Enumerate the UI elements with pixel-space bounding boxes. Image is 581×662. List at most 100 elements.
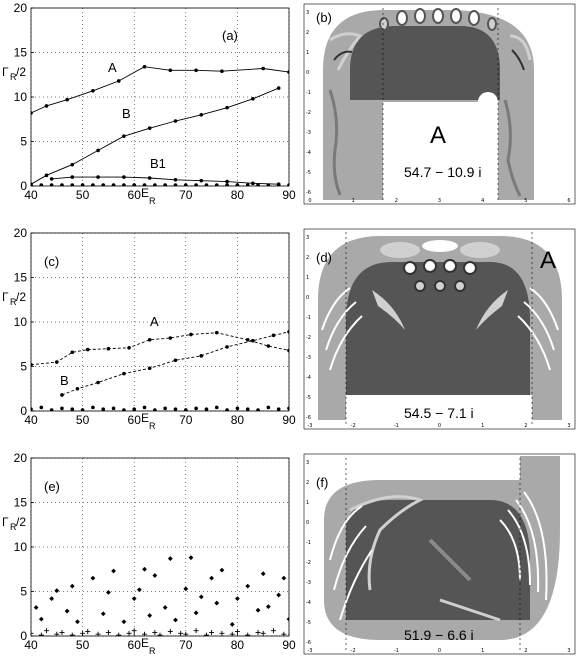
svg-text:Γ: Γ <box>2 65 9 79</box>
y-tick-label: 0 <box>20 629 27 643</box>
data-point <box>147 126 152 130</box>
data-point <box>214 330 219 335</box>
map-y-tick-label: -4 <box>306 600 311 606</box>
panel-d-label: (d) <box>316 250 332 265</box>
data-point <box>31 183 33 186</box>
data-point <box>168 68 173 73</box>
data-point <box>147 338 152 342</box>
series-line-A <box>31 332 289 366</box>
map-x-tick-label: -3 <box>308 423 313 429</box>
data-point <box>245 338 250 342</box>
map-x-tick-label: 1 <box>352 198 355 204</box>
x-tick-label: 60 <box>128 413 142 427</box>
x-tick-label: 70 <box>179 188 193 202</box>
x-tick-label: 40 <box>24 413 38 427</box>
svg-text:R: R <box>10 297 17 307</box>
data-point <box>147 613 153 618</box>
data-point <box>111 568 116 574</box>
data-point <box>65 97 69 102</box>
data-point <box>116 632 122 636</box>
map-y-tick-label: 3 <box>306 10 309 16</box>
data-point <box>203 632 209 636</box>
map-x-tick-label: -1 <box>394 648 399 654</box>
map-y-tick-label: 2 <box>306 30 309 36</box>
data-point <box>260 630 266 636</box>
data-point <box>168 336 173 340</box>
x-tick-label: 80 <box>231 638 245 652</box>
data-point <box>220 69 224 73</box>
map-x-tick-label: -2 <box>351 648 356 654</box>
map-b-ticks: 0 1 2 3 4 5 6 3 2 1 0 -1 -2 -3 -4 -5 -6 <box>306 10 571 204</box>
map-x-tick-label: 3 <box>438 198 441 204</box>
data-point <box>256 408 260 411</box>
data-point <box>225 105 229 110</box>
panel-a-label: (a) <box>222 28 238 43</box>
data-point <box>287 70 289 74</box>
data-point <box>266 344 271 348</box>
data-point <box>122 408 126 411</box>
data-point <box>173 177 178 182</box>
x-tick-label: 60 <box>128 188 142 202</box>
data-point <box>287 348 289 353</box>
data-point <box>80 630 86 636</box>
data-point <box>85 347 90 352</box>
map-y-tick-label: -5 <box>306 620 311 626</box>
map-y-tick-label: 1 <box>306 275 309 281</box>
data-point <box>266 405 271 410</box>
data-point <box>131 596 137 602</box>
x-axis-label-e: E R <box>141 636 156 656</box>
map-d-marker: A <box>540 247 556 274</box>
data-point <box>31 362 33 367</box>
map-x-tick-label: -1 <box>394 423 399 429</box>
data-point <box>225 345 229 349</box>
data-point <box>91 405 95 410</box>
data-point <box>229 622 235 627</box>
data-point <box>209 629 215 635</box>
y-axis-label-e: Γ R /2 <box>2 515 26 532</box>
data-point <box>132 407 136 411</box>
data-point <box>80 183 85 186</box>
cell-pattern-d <box>321 240 559 371</box>
data-point <box>199 354 204 358</box>
map-y-tick-label: 2 <box>306 480 309 486</box>
data-point <box>153 183 157 186</box>
map-b-marker: A <box>430 122 446 149</box>
data-point <box>199 113 204 117</box>
chart-panel-a: 40 50 60 70 80 90 0 5 10 15 20 A B B1 <box>14 1 296 202</box>
data-point <box>214 405 219 410</box>
map-y-tick-label: -5 <box>306 395 311 401</box>
data-point <box>122 183 126 186</box>
data-point <box>59 629 65 635</box>
data-point <box>157 632 163 636</box>
map-y-tick-label: -2 <box>306 110 311 116</box>
data-point <box>281 575 287 581</box>
map-y-tick-label: 1 <box>306 50 309 56</box>
map-b-value: 54.7 − 10.9 i <box>404 164 481 180</box>
svg-text:R: R <box>149 196 156 206</box>
data-point <box>49 177 54 181</box>
svg-text:R: R <box>149 646 156 656</box>
data-point <box>49 183 54 186</box>
map-y-tick-label: -1 <box>306 540 311 546</box>
data-point <box>251 181 255 186</box>
data-point <box>43 628 49 634</box>
y-axis-label-c: Γ R /2 <box>2 290 26 307</box>
svg-text:/2: /2 <box>16 515 26 529</box>
data-point <box>152 629 158 635</box>
svg-text:R: R <box>149 421 156 431</box>
data-point <box>142 566 147 572</box>
svg-text:R: R <box>10 522 17 532</box>
y-tick-label: 15 <box>14 271 28 285</box>
map-f-ticks: -3 -2 -1 0 1 2 3 3 2 1 0 -1 -2 -3 -4 -5 -6 <box>306 460 571 654</box>
x-axis-label-a: E R <box>141 186 156 206</box>
data-point <box>69 583 75 589</box>
data-point <box>173 358 178 363</box>
map-x-tick-label: 4 <box>481 198 484 204</box>
data-point <box>183 586 189 592</box>
data-point <box>44 173 49 178</box>
map-x-tick-label: 5 <box>524 198 527 204</box>
data-point <box>193 610 199 616</box>
series-line-B1 <box>51 176 279 185</box>
y-tick-label: 15 <box>14 496 28 510</box>
data-point <box>271 333 276 338</box>
